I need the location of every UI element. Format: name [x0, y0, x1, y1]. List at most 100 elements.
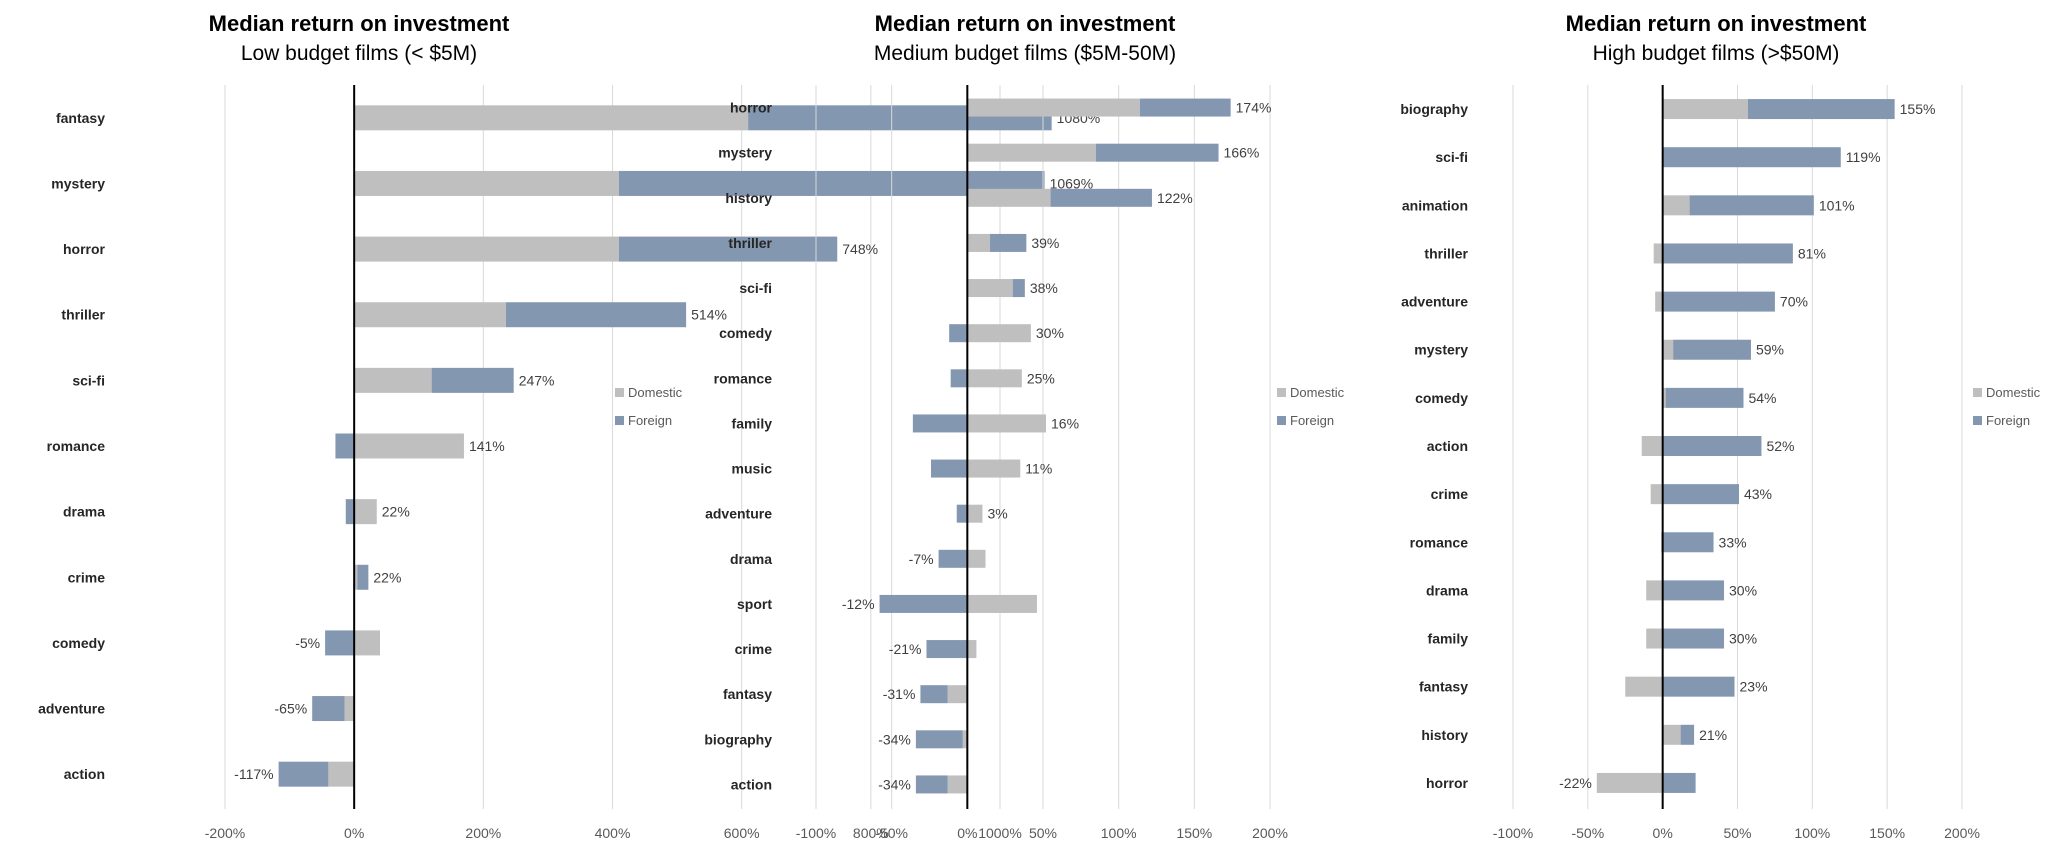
chart3-bar-domestic [1655, 291, 1663, 312]
chart2-bar-domestic [967, 640, 977, 659]
chart2-category-label: mystery [718, 145, 772, 161]
chart3-bar-foreign [1662, 243, 1793, 264]
chart1-bar-domestic [344, 696, 355, 722]
chart3-bar-foreign [1662, 772, 1696, 793]
chart1-category-label: sci-fi [72, 372, 105, 388]
chart1-tick-label: 1000% [978, 825, 1022, 841]
chart2-data-label: 174% [1236, 100, 1272, 116]
chart3-category-label: sci-fi [1435, 149, 1468, 165]
chart3-category-label: mystery [1414, 342, 1468, 358]
chart2-bar-foreign [938, 549, 968, 568]
chart3-data-label: 23% [1740, 679, 1768, 695]
chart2-category-label: drama [730, 551, 772, 567]
chart3-category-label: fantasy [1419, 679, 1468, 695]
chart1-bar-domestic [328, 761, 355, 787]
chart2-category-label: family [732, 415, 773, 431]
chart2-bar-foreign [920, 685, 948, 704]
chart2-bar-foreign [915, 730, 963, 749]
chart1-bar-domestic [354, 302, 506, 328]
chart2-data-label: -31% [883, 686, 916, 702]
chart3-data-label: 54% [1748, 390, 1776, 406]
chart2-bar-domestic [967, 324, 1031, 343]
chart3-tick-label: 150% [1869, 825, 1905, 841]
chart3-bar-foreign [1662, 436, 1762, 456]
chart2-bar-domestic [967, 594, 1037, 613]
chart3-bar-domestic [1653, 243, 1663, 264]
chart2-category-label: music [732, 461, 773, 477]
chart2-bar-foreign [1012, 279, 1025, 298]
chart1-bar-foreign [278, 761, 329, 787]
chart1-tick-label: 200% [465, 825, 501, 841]
chart3-data-label: 119% [1846, 149, 1881, 165]
chart3-bar-domestic [1596, 772, 1663, 793]
chart3-bar-foreign [1680, 724, 1695, 745]
chart1-bar-foreign [312, 696, 345, 722]
chart2-data-label: 3% [987, 506, 1007, 522]
chart1-data-label: -5% [295, 635, 320, 651]
chart2-bar-domestic [962, 730, 968, 749]
chart2-bar-foreign [956, 504, 968, 523]
chart3-bar-domestic [1625, 676, 1663, 697]
chart3-bar-domestic [1641, 436, 1663, 456]
chart3-tick-label: 50% [1723, 825, 1751, 841]
chart1-category-label: drama [63, 504, 105, 520]
chart3-bar-domestic [1662, 195, 1690, 216]
chart2-bar-domestic [967, 369, 1022, 388]
chart3-bar-foreign [1747, 99, 1895, 120]
chart2-title: Median return on investment [875, 11, 1176, 36]
chart1-title: Median return on investment [209, 11, 510, 36]
chart1-tick-label: -200% [205, 825, 245, 841]
chart2-data-label: 39% [1031, 235, 1059, 251]
chart3-data-label: 30% [1729, 582, 1757, 598]
chart3-category-label: drama [1426, 582, 1468, 598]
chart2-category-label: action [731, 776, 772, 792]
chart2-bar-foreign [1050, 188, 1152, 207]
chart1-category-label: adventure [38, 701, 105, 717]
chart2-tick-label: 50% [1029, 825, 1057, 841]
chart1-bar-domestic [354, 105, 749, 131]
chart2-data-label: 30% [1036, 325, 1064, 341]
chart1-data-label: -65% [275, 701, 308, 717]
chart1-category-label: comedy [52, 635, 105, 651]
chart1-bar-foreign [325, 630, 355, 656]
chart2-data-label: 16% [1051, 415, 1079, 431]
chart1-bar-domestic [354, 564, 358, 590]
chart2-data-label: 122% [1157, 190, 1193, 206]
chart1-data-label: 141% [469, 438, 505, 454]
chart3-data-label: 33% [1719, 534, 1747, 550]
chart2-category-label: history [725, 190, 772, 206]
chart2-data-label: -12% [842, 596, 875, 612]
chart2-category-label: romance [714, 370, 773, 386]
chart3-category-label: comedy [1415, 390, 1468, 406]
chart2-bar-domestic [967, 279, 1013, 298]
chart3-data-label: 21% [1699, 727, 1727, 743]
chart3-data-label: -22% [1559, 775, 1592, 791]
chart2-bar-foreign [931, 459, 968, 478]
chart2-legend-label: Foreign [1290, 413, 1334, 428]
chart3-bar-domestic [1662, 387, 1666, 408]
chart1-category-label: horror [63, 241, 106, 257]
chart2-bar-foreign [949, 324, 968, 343]
chart3-bar-domestic [1646, 580, 1663, 601]
chart2-bar-foreign [926, 640, 968, 659]
chart1-tick-label: 0% [344, 825, 364, 841]
chart3-category-label: family [1428, 631, 1469, 647]
chart2-bar-domestic [967, 143, 1096, 162]
chart2-bar-domestic [947, 685, 968, 704]
chart3-legend-swatch [1973, 416, 1982, 425]
chart3-category-label: romance [1410, 534, 1469, 550]
chart1-bar-foreign [505, 302, 687, 328]
chart3-category-label: history [1421, 727, 1468, 743]
chart1-bar-domestic [354, 433, 464, 459]
chart2-category-label: thriller [728, 235, 772, 251]
chart1-tick-label: 600% [724, 825, 760, 841]
chart3-legend-label: Domestic [1986, 385, 2041, 400]
chart3-bar-foreign [1662, 580, 1725, 601]
chart2-legend-swatch [1277, 416, 1286, 425]
chart1-tick-label: 800% [853, 825, 889, 841]
chart3-bar-foreign [1662, 628, 1725, 649]
chart1-data-label: 748% [842, 241, 878, 257]
chart1-bar-foreign [431, 367, 514, 393]
chart2-data-label: -34% [878, 776, 911, 792]
chart3-legend-swatch [1973, 388, 1982, 397]
